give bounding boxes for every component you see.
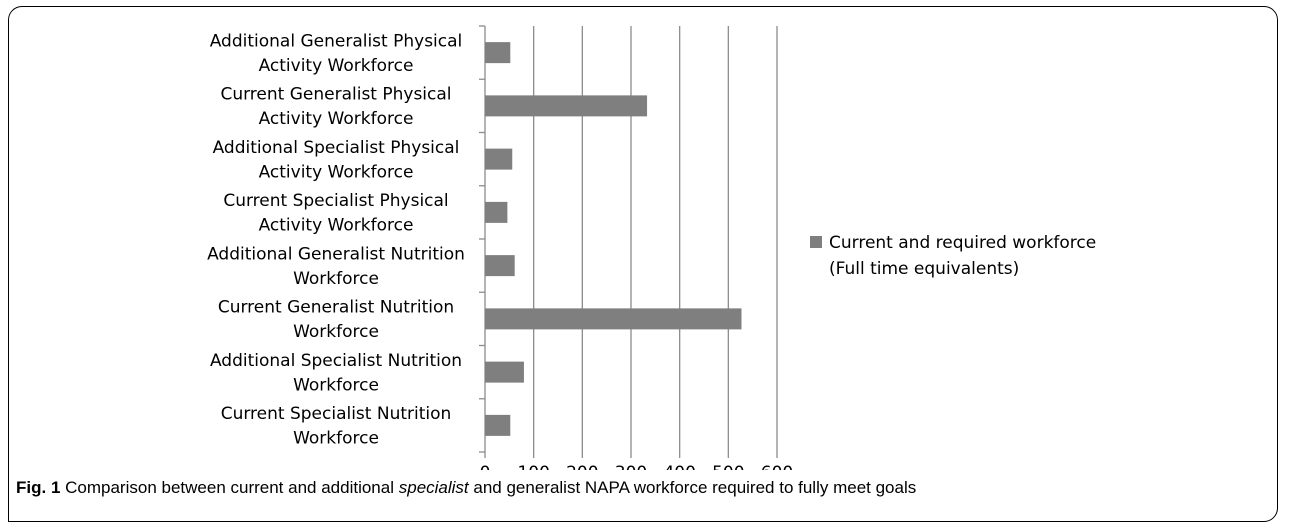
x-tick-label: 200: [566, 463, 598, 470]
category-label: Additional Specialist Physical Activity W…: [213, 138, 460, 183]
x-tick-label: 600: [761, 463, 793, 470]
x-tick-label: 100: [517, 463, 549, 470]
category-label: Additional Generalist Nutrition Workforce: [207, 244, 465, 289]
bar: [485, 148, 513, 170]
category-label-line: Workforce: [293, 375, 379, 395]
bar: [485, 308, 742, 330]
legend-swatch: [810, 236, 822, 248]
bar: [485, 361, 524, 383]
legend-label-line-1: Current and required workforce: [829, 233, 1096, 253]
category-label-line: Workforce: [293, 269, 379, 289]
category-label-line: Current Specialist Nutrition: [221, 404, 452, 424]
category-label-line: Workforce: [293, 322, 379, 342]
axes: [479, 25, 778, 458]
caption-emphasis: specialist: [398, 478, 469, 497]
category-labels: Additional Generalist Physical Activity W…: [207, 31, 465, 448]
caption-text-after: and generalist NAPA workforce required t…: [468, 478, 917, 497]
category-label-line: Current Specialist Physical: [223, 191, 448, 211]
caption-label: Fig. 1: [16, 478, 61, 497]
figure-caption: Fig. 1 Comparison between current and ad…: [16, 478, 916, 498]
category-label-line: Activity Workforce: [259, 56, 414, 76]
category-label-line: Current Generalist Nutrition: [218, 298, 454, 318]
category-label: Current Generalist Physical Activity Work…: [220, 85, 451, 130]
category-label-line: Additional Generalist Physical: [210, 31, 463, 51]
legend: Current and required workforce (Full tim…: [810, 233, 1096, 279]
category-label-line: Workforce: [293, 429, 379, 449]
bar: [485, 95, 648, 117]
x-tick-label: 400: [663, 463, 695, 470]
bar: [485, 42, 511, 64]
category-label-line: Additional Specialist Physical: [213, 138, 460, 158]
bar-chart: Additional Generalist Physical Activity W…: [207, 25, 1096, 470]
category-label: Current Specialist Nutrition Workforce: [221, 404, 452, 449]
category-label-line: Activity Workforce: [259, 216, 414, 236]
category-label-line: Additional Specialist Nutrition: [210, 351, 462, 371]
bar: [485, 414, 511, 436]
category-label: Current Generalist Nutrition Workforce: [218, 298, 454, 343]
category-label: Additional Specialist Nutrition Workforce: [210, 351, 462, 396]
gridlines: [533, 26, 778, 452]
figure-frame: [8, 6, 1278, 522]
caption-text-before: Comparison between current and additiona…: [60, 478, 399, 497]
category-label-line: Activity Workforce: [259, 162, 414, 182]
legend-label-line-2: (Full time equivalents): [829, 259, 1019, 279]
bar: [485, 255, 515, 277]
category-label-line: Current Generalist Physical: [220, 85, 451, 105]
category-label: Current Specialist Physical Activity Work…: [223, 191, 448, 236]
bar: [485, 201, 508, 223]
x-tick-label: 500: [712, 463, 744, 470]
category-label-line: Activity Workforce: [259, 109, 414, 129]
x-tick-label: 300: [615, 463, 647, 470]
x-tick-label: 0: [480, 463, 491, 470]
bars: [485, 42, 742, 436]
category-label: Additional Generalist Physical Activity W…: [210, 31, 463, 76]
x-tick-labels: 0 100 200 300 400 500 600: [480, 463, 794, 470]
category-label-line: Additional Generalist Nutrition: [207, 244, 465, 264]
